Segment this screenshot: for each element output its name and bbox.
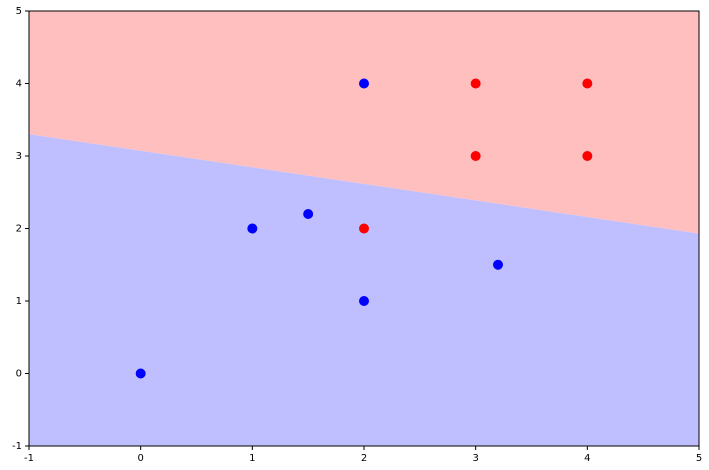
point — [493, 259, 503, 270]
point — [582, 151, 593, 161]
x-tick-label: -1 — [24, 453, 34, 464]
y-tick-label: 1 — [16, 296, 22, 307]
region-below — [29, 134, 699, 446]
x-tick-label: 0 — [137, 453, 143, 464]
y-tick-label: 0 — [16, 369, 22, 380]
y-tick-label: 5 — [16, 6, 22, 17]
point — [303, 209, 314, 219]
point — [359, 78, 369, 89]
x-tick-label: 2 — [361, 453, 367, 464]
point — [135, 368, 146, 379]
region-above — [29, 11, 699, 234]
point — [470, 151, 481, 161]
x-tick-label: 4 — [584, 453, 590, 464]
x-tick-label: 1 — [249, 453, 255, 464]
point — [582, 78, 593, 89]
y-tick-label: 3 — [16, 151, 22, 162]
point — [247, 223, 258, 234]
point — [470, 78, 481, 89]
point — [359, 296, 369, 306]
point — [359, 223, 369, 234]
y-tick-label: 2 — [16, 224, 22, 235]
y-tick-label: -1 — [12, 441, 22, 452]
y-tick-label: 4 — [16, 79, 22, 90]
x-tick-label: 5 — [696, 453, 702, 464]
x-tick-label: 3 — [472, 453, 478, 464]
